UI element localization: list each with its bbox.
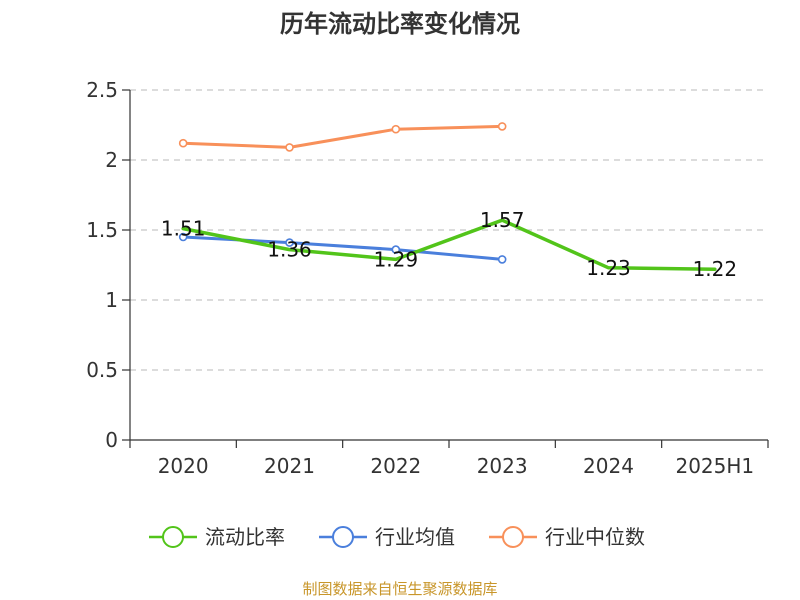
chart-title: 历年流动比率变化情况 bbox=[280, 10, 520, 38]
x-tick-label-2025H1: 2025H1 bbox=[675, 454, 754, 478]
legend: 流动比率 行业均值 行业中位数 bbox=[149, 525, 645, 549]
data-labels: 1.51 1.36 1.29 1.57 1.23 1.22 bbox=[161, 208, 737, 281]
series-3-point-2023 bbox=[497, 122, 507, 131]
series bbox=[178, 122, 717, 271]
y-tick-label-3: 1.5 bbox=[86, 218, 118, 242]
legend-swatch-marker-3 bbox=[502, 526, 524, 548]
series-2-point-2021 bbox=[285, 238, 294, 247]
data-label-2022: 1.29 bbox=[374, 247, 419, 271]
series-2-point-2023 bbox=[497, 255, 507, 264]
legend-label-2: 行业均值 bbox=[375, 525, 455, 549]
legend-label-3: 行业中位数 bbox=[545, 525, 645, 549]
source-note: 制图数据来自恒生聚源数据库 bbox=[302, 580, 497, 598]
x-tick-label-2021: 2021 bbox=[264, 454, 315, 478]
series-3-point-2021 bbox=[285, 143, 294, 152]
gridlines bbox=[130, 89, 768, 371]
series-3-point-2020 bbox=[178, 138, 188, 148]
legend-swatch-marker-2 bbox=[332, 526, 354, 548]
y-tick-label-1: 0.5 bbox=[86, 358, 118, 382]
legend-label-1: 流动比率 bbox=[205, 525, 285, 549]
y-tick-label-2: 1 bbox=[105, 288, 118, 312]
data-label-2020: 1.51 bbox=[161, 217, 206, 241]
series-2-point-2020 bbox=[178, 232, 188, 242]
series-line-3 bbox=[181, 124, 504, 149]
y-tick-label-5: 2.5 bbox=[86, 78, 118, 102]
series-line-1 bbox=[181, 218, 717, 271]
legend-item-3[interactable]: 行业中位数 bbox=[489, 525, 645, 549]
data-label-2024: 1.23 bbox=[586, 256, 631, 280]
legend-swatch-marker-1 bbox=[162, 526, 184, 548]
x-tick-label-2023: 2023 bbox=[477, 454, 528, 478]
y-tick-label-0: 0 bbox=[105, 428, 118, 452]
data-label-2025H1: 1.22 bbox=[693, 257, 738, 281]
legend-item-2[interactable]: 行业均值 bbox=[319, 525, 455, 549]
data-label-2023: 1.57 bbox=[480, 208, 525, 232]
x-tick-label-2024: 2024 bbox=[583, 454, 634, 478]
legend-item-1[interactable]: 流动比率 bbox=[149, 525, 285, 549]
data-label-2021: 1.36 bbox=[267, 238, 312, 262]
x-tick-label-2020: 2020 bbox=[158, 454, 209, 478]
x-tick-label-2022: 2022 bbox=[370, 454, 421, 478]
series-2-point-2022 bbox=[391, 245, 401, 254]
series-3-point-2022 bbox=[391, 124, 401, 134]
y-tick-label-4: 2 bbox=[105, 148, 118, 172]
axes: 0 0.5 1 1.5 2 2.5 2020 2021 2022 2023 2024 2025H1 bbox=[86, 78, 769, 478]
